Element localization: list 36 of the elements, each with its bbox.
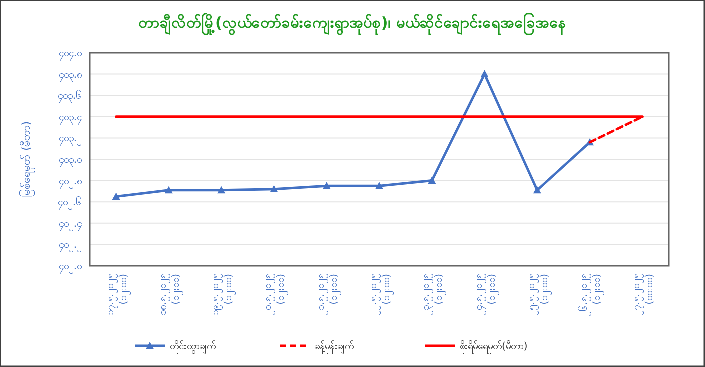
point: [376, 182, 384, 190]
x-tick-label: ၂၄.၅.၂၀၂၅ (၁၂း၀၀): [474, 274, 500, 316]
y-tick-label: ၄၀၃.၀: [58, 155, 82, 168]
y-axis-title: မြစ်ရေမှတ် (မီတာ): [19, 121, 35, 198]
y-tick-label: ၄၀၂.၆: [58, 196, 82, 211]
x-tick-label: ၁၈.၅.၂၀၂၅ (၁၂း၀၀): [158, 274, 184, 316]
y-tick-label: ၄၀၂.၄: [58, 218, 82, 232]
point: [112, 192, 120, 200]
x-tick-label: ၂၂.၅.၂၀၂၅ (၁၂း၀၀): [368, 274, 394, 316]
point: [218, 186, 226, 194]
x-tick-label: ၂၃.၅.၂၀၂၅ (၁၂း၀၀): [421, 274, 448, 316]
y-tick-label: ၄၀၂.၈: [58, 176, 82, 190]
x-tick-label: ၂၁.၅.၂၀၂၅ (၁၂း၀၀): [316, 274, 342, 316]
legend-label: ခန့်မှန်းချက်: [315, 340, 354, 354]
y-tick-label: ၄၀၃.၂: [58, 134, 82, 147]
point: [270, 185, 278, 193]
point: [322, 182, 331, 190]
legend-label: စိုးရိမ်ရေမှတ်(မီတာ): [460, 340, 528, 354]
y-tick-label: ၄၀၄.၀: [58, 48, 82, 62]
y-tick-label: ၄၀၃.၈: [58, 70, 82, 83]
point: [480, 70, 489, 78]
legend-label: တိုင်းထွာချက်: [170, 340, 216, 354]
y-tick-label: ၄၀၃.၆: [58, 89, 82, 104]
x-tick-label: ၂၅.၅.၂၀၂၅ (၁၂း၀၀): [526, 274, 552, 316]
x-tick-label: ၂၀.၅.၂၀၂၅ (၁၂း၀၀): [263, 274, 290, 316]
y-tick-label: ၄၀၃.၄: [58, 112, 82, 126]
x-tick-label: ၁၇.၅.၂၀၂၅ (၁၂း၀၀): [105, 274, 132, 316]
x-tick-label: ၂၆.၅.၂၀၂၅ (၁၂း၀၀): [577, 274, 606, 316]
point: [428, 176, 436, 184]
x-tick-label: ၁၉.၅.၂၀၂၅ (၁၂း၀၀): [210, 274, 237, 316]
point: [533, 186, 542, 194]
point: [164, 186, 173, 194]
y-tick-label: ၄၀၂.၂: [58, 240, 82, 254]
y-tick-label: ၄၀၂.၀: [58, 262, 82, 274]
x-tick-label: ၂၇.၅.၂၀၂၅ (၀၀း၀၀): [632, 274, 656, 316]
chart-title: တာချီလိတ်မြို့(လွယ်တော်ခမ်းကျေးရွာအုပ်စု)၊ မယ်ဆိုင်ချောင်းရေအခြေအနေ: [138, 12, 566, 36]
